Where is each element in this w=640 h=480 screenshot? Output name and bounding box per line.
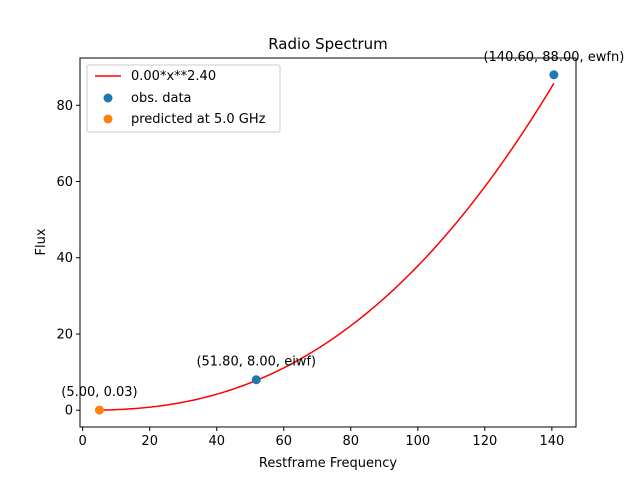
y-tick-label: 40 bbox=[56, 251, 73, 266]
x-axis-ticks: 0 20 40 60 80 100 120 140 bbox=[79, 427, 564, 449]
x-tick-label: 100 bbox=[405, 434, 430, 449]
x-tick-label: 140 bbox=[539, 434, 564, 449]
data-point-annotation-0-0: (51.80, 8.00, eiwf) bbox=[196, 355, 316, 370]
legend-fit-line-label: 0.00*x**2.40 bbox=[131, 69, 216, 84]
x-tick-label: 80 bbox=[343, 434, 360, 449]
x-axis-label: Restframe Frequency bbox=[259, 456, 397, 471]
chart-title: Radio Spectrum bbox=[268, 35, 388, 53]
x-tick-label: 20 bbox=[141, 434, 158, 449]
plot-frame bbox=[79, 57, 577, 428]
x-tick-label: 0 bbox=[79, 434, 87, 449]
legend-predicted-marker bbox=[103, 114, 113, 124]
legend: 0.00*x**2.40 obs. data predicted at 5.0 … bbox=[86, 64, 281, 133]
x-tick-label: 120 bbox=[472, 434, 497, 449]
x-tick-label: 40 bbox=[208, 434, 225, 449]
data-point-0-0 bbox=[251, 375, 261, 385]
legend-obs-data-label: obs. data bbox=[131, 91, 192, 106]
legend-predicted-label: predicted at 5.0 GHz bbox=[131, 112, 266, 127]
y-axis-label: Flux bbox=[34, 228, 49, 255]
data-point-annotation-0-1: (140.60, 88.00, ewfn) bbox=[483, 50, 624, 65]
legend-box bbox=[86, 64, 281, 133]
y-tick-label: 0 bbox=[65, 404, 73, 419]
x-tick-label: 60 bbox=[275, 434, 292, 449]
fit-line bbox=[99, 82, 555, 411]
data-point-0-1 bbox=[549, 70, 559, 80]
y-axis-ticks: 0 20 40 60 80 bbox=[56, 99, 80, 419]
y-tick-label: 60 bbox=[56, 175, 73, 190]
data-point-annotation-1-0: (5.00, 0.03) bbox=[61, 385, 137, 400]
legend-obs-data-marker bbox=[103, 93, 113, 103]
y-tick-label: 80 bbox=[56, 99, 73, 114]
data-point-1-0 bbox=[94, 405, 104, 415]
y-tick-label: 20 bbox=[56, 327, 73, 342]
